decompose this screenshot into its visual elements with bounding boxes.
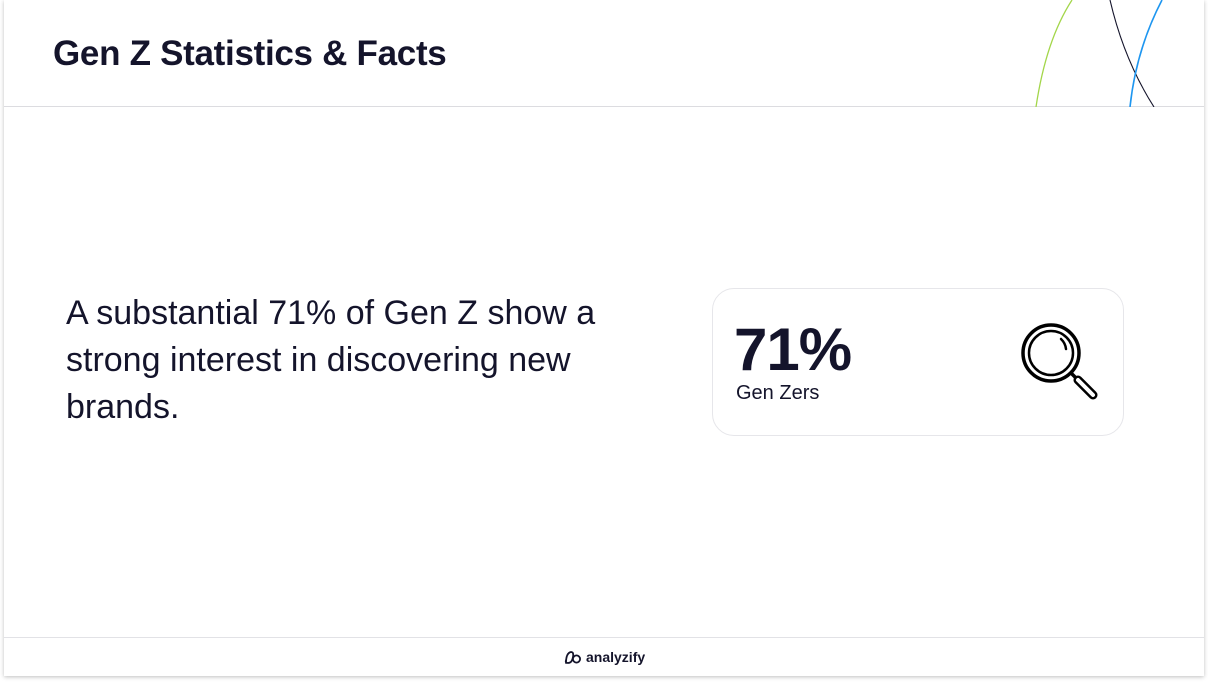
decorative-lines <box>1035 0 1163 107</box>
slide-header: Gen Z Statistics & Facts <box>4 0 1204 107</box>
stat-value: 71% <box>734 316 852 383</box>
stat-label: Gen Zers <box>736 382 820 404</box>
analyzify-logo-icon <box>564 651 581 664</box>
slide-footer: analyzify <box>4 637 1204 676</box>
key-statement: A substantial 71% of Gen Z show a strong… <box>66 294 596 426</box>
brand-logo: analyzify <box>564 648 645 666</box>
brand-name: analyzify <box>586 649 646 665</box>
stat-card: 71% Gen Zers <box>712 288 1124 436</box>
magnifying-glass-icon <box>1021 323 1098 400</box>
page-title: Gen Z Statistics & Facts <box>53 34 447 73</box>
slide: Gen Z Statistics & Facts A substantial 7… <box>4 0 1204 676</box>
